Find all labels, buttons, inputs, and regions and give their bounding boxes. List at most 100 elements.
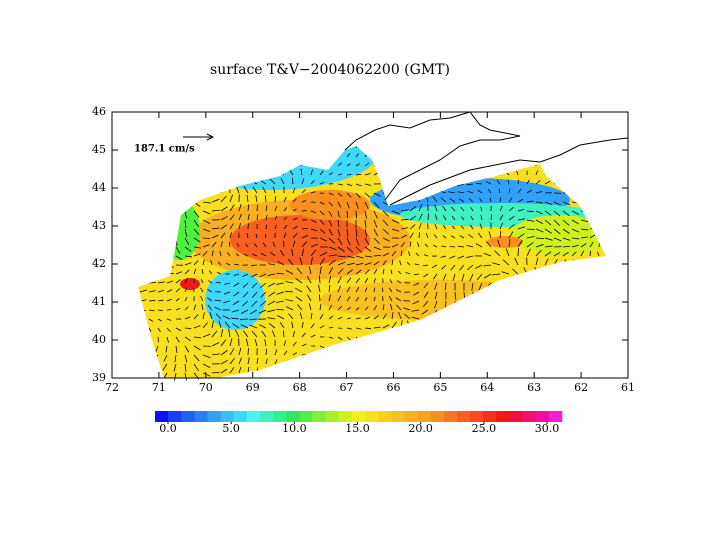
vector — [401, 342, 408, 346]
vector — [523, 144, 527, 148]
colorbar-cell — [168, 411, 181, 422]
vector — [501, 128, 509, 130]
vector — [383, 346, 390, 349]
vector — [252, 139, 257, 144]
vector — [571, 269, 572, 274]
vector — [149, 256, 153, 263]
vector — [562, 135, 563, 139]
colorbar-cell — [260, 411, 273, 422]
vector — [533, 287, 536, 292]
vector — [452, 360, 455, 364]
vector — [329, 123, 332, 130]
vector — [503, 308, 509, 310]
vector — [432, 166, 437, 172]
vector — [563, 373, 569, 378]
colorbar-cell — [299, 411, 312, 422]
vector — [590, 371, 597, 373]
vector — [307, 132, 311, 139]
vector — [493, 139, 500, 142]
vector — [543, 287, 545, 292]
vector — [563, 160, 564, 166]
vector — [562, 288, 563, 292]
vector — [158, 265, 165, 269]
vector — [494, 157, 500, 159]
vector — [268, 148, 275, 152]
vector — [444, 130, 446, 137]
vector — [149, 166, 154, 167]
vector — [599, 339, 603, 346]
vector — [419, 367, 422, 373]
vector — [439, 336, 446, 337]
vector — [454, 130, 455, 137]
vector — [486, 292, 491, 298]
vector — [242, 157, 248, 162]
vector — [268, 173, 275, 175]
vector — [276, 139, 284, 141]
vector — [260, 157, 266, 162]
scale-label: 187.1 cm/s — [134, 144, 195, 155]
vector — [518, 363, 525, 364]
vector — [374, 346, 379, 351]
vector — [464, 148, 465, 156]
vector — [584, 154, 590, 157]
vector — [200, 144, 203, 148]
vector — [600, 318, 608, 319]
vector — [392, 191, 399, 193]
vector — [572, 335, 579, 337]
vector — [608, 223, 610, 229]
x-tick-label: 61 — [621, 381, 635, 394]
vector — [158, 166, 162, 167]
vector — [374, 161, 377, 166]
vector — [581, 321, 584, 328]
vector — [608, 214, 611, 220]
vector — [401, 176, 403, 184]
vector — [527, 345, 533, 346]
vector — [410, 329, 411, 337]
vector — [554, 355, 560, 360]
vector — [452, 166, 455, 173]
vector — [599, 360, 605, 364]
vector — [419, 338, 420, 346]
vector — [481, 360, 482, 364]
vector — [601, 310, 608, 312]
vector — [405, 169, 410, 175]
vector — [518, 343, 522, 346]
vector — [588, 261, 590, 265]
vector — [536, 364, 543, 368]
vector — [401, 353, 409, 355]
vector — [484, 130, 491, 135]
vector — [392, 179, 397, 184]
vector — [267, 166, 275, 167]
vector — [374, 135, 375, 139]
vector — [140, 184, 142, 188]
vector — [220, 176, 221, 184]
vector — [410, 360, 416, 364]
x-tick-label: 65 — [433, 381, 447, 394]
vector — [570, 279, 572, 283]
vector — [470, 351, 473, 355]
vector — [136, 364, 140, 369]
vector — [494, 148, 500, 152]
vector — [451, 351, 455, 355]
vector — [480, 292, 482, 300]
vector — [593, 292, 599, 293]
vector — [590, 330, 594, 337]
vector — [608, 358, 611, 364]
vector — [493, 283, 500, 286]
vector — [467, 336, 473, 337]
vector — [365, 346, 369, 352]
vector — [570, 288, 572, 292]
vector — [231, 166, 239, 168]
colorbar-cell — [378, 411, 391, 422]
vector — [553, 152, 554, 157]
vector — [203, 179, 208, 184]
vector — [527, 334, 531, 337]
colorbar-cell — [326, 411, 339, 422]
vector — [599, 216, 605, 220]
vector — [411, 166, 419, 167]
vector — [545, 170, 548, 175]
colorbar-cell — [509, 411, 522, 422]
vector — [496, 324, 500, 328]
vector — [453, 310, 455, 318]
vector — [212, 177, 214, 184]
